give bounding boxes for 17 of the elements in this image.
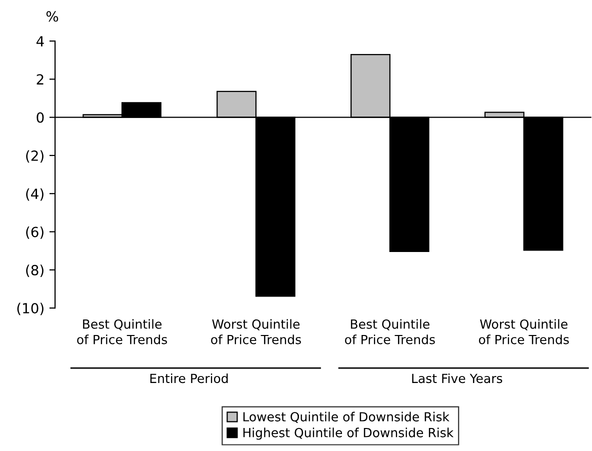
- x-tick-label: Worst Quintile of Price Trends: [211, 319, 301, 344]
- y-tick-label: 4: [36, 36, 44, 46]
- x-tick-label: Best Quintile of Price Trends: [344, 319, 435, 344]
- y-tick-label: (4): [26, 188, 44, 201]
- legend-label: Lowest Quintile of Downside Risk: [243, 412, 450, 423]
- x-tick-label: Worst Quintile of Price Trends: [478, 319, 569, 344]
- legend-label: Highest Quintile of Downside Risk: [243, 428, 454, 440]
- text: Last Five Years: [412, 373, 502, 384]
- y-tick-label: 2: [36, 74, 44, 84]
- y-tick-label: (6): [26, 226, 44, 239]
- y-tick-label: (2): [26, 150, 44, 163]
- y-tick-label: 0: [36, 112, 44, 123]
- y-tick-label: (8): [26, 264, 44, 277]
- x-tick-label: Best Quintile of Price Trends: [77, 319, 168, 344]
- text: Entire Period: [150, 373, 228, 384]
- y-axis-title: %: [46, 11, 58, 22]
- y-tick-label: (10): [17, 302, 44, 316]
